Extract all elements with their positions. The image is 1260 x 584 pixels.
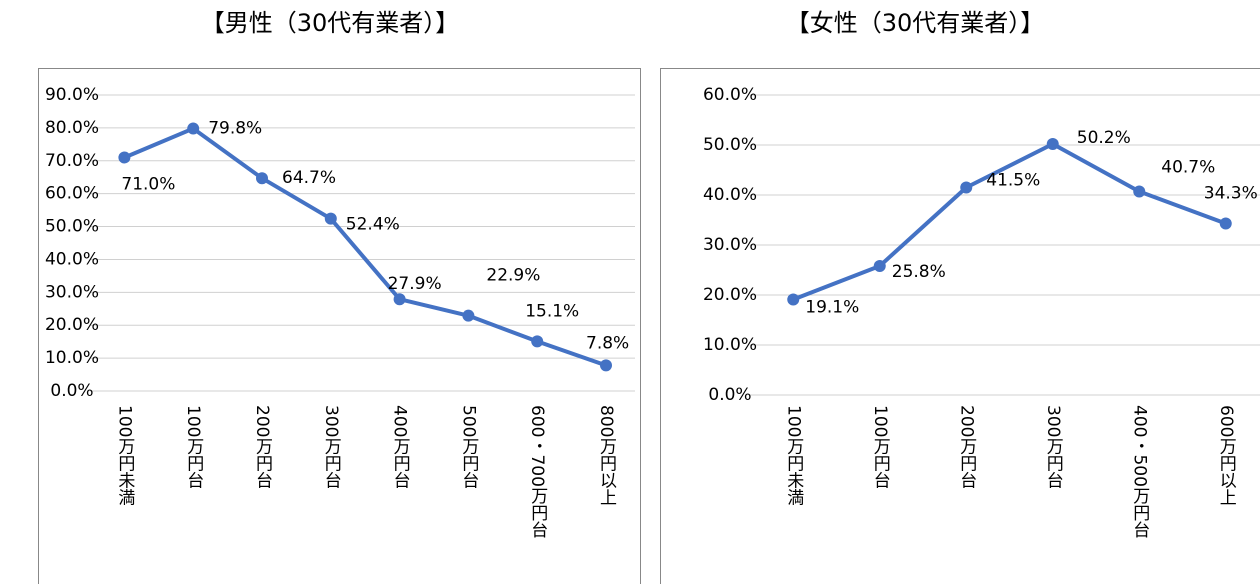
data-point (187, 122, 200, 135)
x-tick-label: 600万円以上 (1216, 405, 1237, 505)
data-label: 19.1% (805, 298, 859, 318)
data-label: 7.8% (586, 333, 629, 353)
y-tick-label: 70.0% (45, 151, 99, 171)
data-label: 79.8% (208, 119, 262, 139)
data-label: 22.9% (486, 266, 540, 286)
y-tick-label: 50.0% (45, 217, 99, 237)
y-tick-label: 40.0% (703, 185, 757, 205)
data-point (462, 309, 475, 322)
data-label: 52.4% (346, 215, 400, 235)
chart-title: 【女性（30代有業者）】 (786, 9, 1045, 37)
data-label: 40.7% (1161, 158, 1215, 178)
y-tick-label: 10.0% (45, 348, 99, 368)
x-tick-label: 100万円未満 (114, 405, 134, 506)
data-line (123, 126, 607, 368)
data-line (792, 142, 1227, 302)
data-point (118, 151, 131, 164)
data-label: 15.1% (525, 301, 579, 321)
data-label: 71.0% (121, 174, 175, 194)
data-point (873, 260, 886, 272)
y-tick-label: 30.0% (703, 235, 757, 255)
x-tick-label: 200万円台 (252, 405, 273, 488)
data-point (1133, 185, 1146, 198)
x-tick-label: 400・500万円台 (1129, 405, 1150, 538)
y-tick-label: 60.0% (703, 85, 757, 105)
chart-frame (38, 68, 641, 584)
data-point (1046, 138, 1059, 150)
x-tick-label: 100万円未満 (783, 405, 804, 506)
y-tick-label: 60.0% (45, 184, 99, 204)
x-tick-label: 800万円以上 (596, 405, 617, 505)
y-tick-label: 20.0% (45, 315, 99, 335)
data-label: 27.9% (388, 274, 442, 294)
x-tick-label: 100万円台 (183, 405, 204, 488)
data-point (256, 172, 268, 185)
x-tick-label: 400万円台 (390, 405, 411, 488)
y-tick-label: 20.0% (703, 285, 757, 305)
data-point (531, 335, 544, 348)
data-label: 64.7% (282, 168, 336, 188)
x-tick-label: 300万円台 (1043, 405, 1064, 488)
y-tick-label: 0.0% (50, 381, 93, 401)
data-label: 41.5% (986, 171, 1040, 191)
y-tick-label: 90.0% (45, 85, 99, 105)
data-point (960, 181, 973, 194)
y-tick-label: 80.0% (45, 118, 99, 138)
chart-frame (660, 68, 1260, 584)
data-label: 50.2% (1077, 128, 1131, 148)
x-tick-label: 500万円台 (458, 405, 479, 488)
y-tick-label: 30.0% (45, 282, 99, 302)
data-point (787, 293, 800, 306)
x-tick-label: 600・700万円台 (527, 405, 548, 538)
y-tick-label: 10.0% (703, 335, 757, 355)
y-tick-label: 40.0% (45, 249, 99, 269)
x-tick-label: 200万円台 (956, 405, 977, 488)
chart-title: 【男性（30代有業者）】 (201, 9, 460, 37)
x-tick-label: 300万円台 (321, 405, 342, 488)
x-tick-label: 100万円台 (870, 405, 891, 488)
data-point (1219, 217, 1232, 230)
data-label: 25.8% (892, 262, 946, 282)
data-point (393, 293, 406, 306)
data-label: 34.3% (1204, 184, 1258, 204)
data-point (324, 212, 337, 225)
data-point (600, 359, 612, 372)
y-tick-label: 50.0% (703, 135, 757, 155)
y-tick-label: 0.0% (708, 385, 751, 405)
